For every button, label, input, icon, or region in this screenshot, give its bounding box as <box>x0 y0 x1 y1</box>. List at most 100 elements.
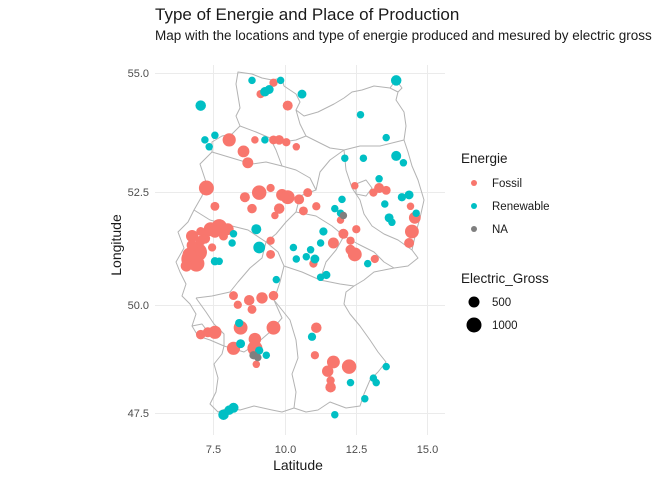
data-points <box>180 75 421 420</box>
data-point-renewable <box>382 133 390 142</box>
data-point-renewable <box>356 110 365 119</box>
data-point-fossil <box>237 145 250 158</box>
chart-title: Type of Energie and Place of Production <box>155 5 459 24</box>
data-point-fossil <box>269 78 278 87</box>
data-point-fossil <box>404 224 419 239</box>
data-point-renewable <box>316 239 325 247</box>
data-point-fossil <box>298 206 308 216</box>
data-point-na <box>339 211 348 220</box>
legend-key-na <box>471 226 477 232</box>
y-tick-label: 55.0 <box>128 68 149 80</box>
chart-subtitle: Map with the locations and type of energ… <box>155 28 652 43</box>
data-point-fossil <box>351 181 359 190</box>
data-point-fossil <box>381 185 391 195</box>
data-point-fossil <box>338 228 349 239</box>
data-point-fossil <box>312 202 321 211</box>
x-axis: 7.5 10.0 12.5 15.0 Latitude <box>206 444 438 473</box>
data-point-fossil <box>292 143 301 151</box>
legend-label-renewable: Renewable <box>492 201 550 213</box>
data-point-fossil <box>282 138 291 147</box>
data-point-renewable <box>251 224 262 235</box>
data-point-fossil <box>266 236 275 245</box>
data-point-fossil <box>208 225 222 238</box>
data-point-fossil <box>222 133 236 147</box>
data-point-renewable <box>215 257 223 266</box>
data-point-fossil <box>322 365 334 377</box>
data-point-renewable <box>228 239 236 247</box>
x-tick-label: 15.0 <box>417 444 438 456</box>
x-axis-title: Latitude <box>273 457 323 473</box>
data-point-fossil <box>294 194 305 205</box>
data-point-renewable <box>390 75 402 86</box>
legend-size-key-1000 <box>466 317 482 333</box>
data-point-renewable <box>195 100 206 111</box>
data-point-fossil <box>186 230 199 243</box>
y-axis-title: Longitude <box>108 214 124 276</box>
data-point-renewable <box>297 89 307 99</box>
x-tick-label: 10.0 <box>275 444 296 456</box>
legend-label-na: NA <box>492 224 508 236</box>
data-point-fossil <box>282 100 293 111</box>
data-point-renewable <box>236 339 246 349</box>
data-point-fossil <box>182 247 196 261</box>
data-point-renewable <box>372 378 380 387</box>
data-point-fossil <box>239 192 250 203</box>
data-point-fossil <box>243 294 255 306</box>
data-point-fossil <box>271 211 279 220</box>
data-point-renewable <box>381 200 389 208</box>
data-point-renewable <box>289 243 298 252</box>
data-point-fossil <box>233 300 242 309</box>
data-point-renewable <box>201 136 209 144</box>
data-point-fossil <box>374 182 385 194</box>
legend-key-fossil <box>471 180 477 186</box>
data-point-fossil <box>248 332 262 346</box>
state-border-mecklenburg <box>295 109 345 151</box>
data-point-renewable <box>229 230 238 238</box>
data-point-na <box>254 353 262 362</box>
data-point-fossil <box>247 304 257 314</box>
data-point-fossil <box>274 135 284 145</box>
data-point-renewable <box>272 275 281 284</box>
legend-size-key-500 <box>468 296 480 308</box>
data-point-fossil <box>266 249 276 259</box>
data-point-fossil <box>268 290 279 301</box>
legend: Energie Fossil Renewable NA Electric_Gro… <box>461 151 550 333</box>
data-point-renewable <box>331 204 339 213</box>
data-point-renewable <box>255 346 264 355</box>
legend-label-500: 500 <box>492 297 511 309</box>
data-point-fossil <box>203 226 213 237</box>
legend-label-1000: 1000 <box>492 320 518 332</box>
data-point-renewable <box>399 159 408 167</box>
data-point-fossil <box>186 239 198 251</box>
data-point-fossil <box>352 225 361 234</box>
data-point-fossil <box>207 243 217 252</box>
data-point-fossil <box>280 190 295 205</box>
data-point-renewable <box>248 76 256 85</box>
data-point-renewable <box>382 362 390 371</box>
state-border-brandenburg-inner <box>343 149 413 251</box>
data-point-renewable <box>306 246 315 254</box>
country-outline <box>175 71 425 413</box>
data-point-renewable <box>404 190 414 200</box>
data-point-renewable <box>391 150 402 161</box>
data-point-renewable <box>346 378 355 387</box>
data-point-renewable <box>218 409 229 420</box>
state-border-brandenburg <box>315 139 405 191</box>
y-tick-label: 52.5 <box>128 187 149 199</box>
data-point-renewable <box>319 227 328 236</box>
y-tick-label: 47.5 <box>128 408 149 420</box>
plot-panel <box>155 65 445 435</box>
data-point-renewable <box>361 394 369 403</box>
x-tick-label: 7.5 <box>206 444 221 456</box>
data-point-renewable <box>276 76 285 85</box>
data-point-fossil <box>219 231 228 241</box>
data-point-fossil <box>326 355 340 369</box>
data-point-fossil <box>347 247 362 262</box>
data-point-fossil <box>325 381 336 393</box>
legend-title-energie: Energie <box>461 151 508 166</box>
data-point-renewable <box>262 351 271 359</box>
data-point-fossil <box>266 183 275 193</box>
data-point-fossil <box>273 203 285 214</box>
data-point-fossil <box>208 325 222 339</box>
